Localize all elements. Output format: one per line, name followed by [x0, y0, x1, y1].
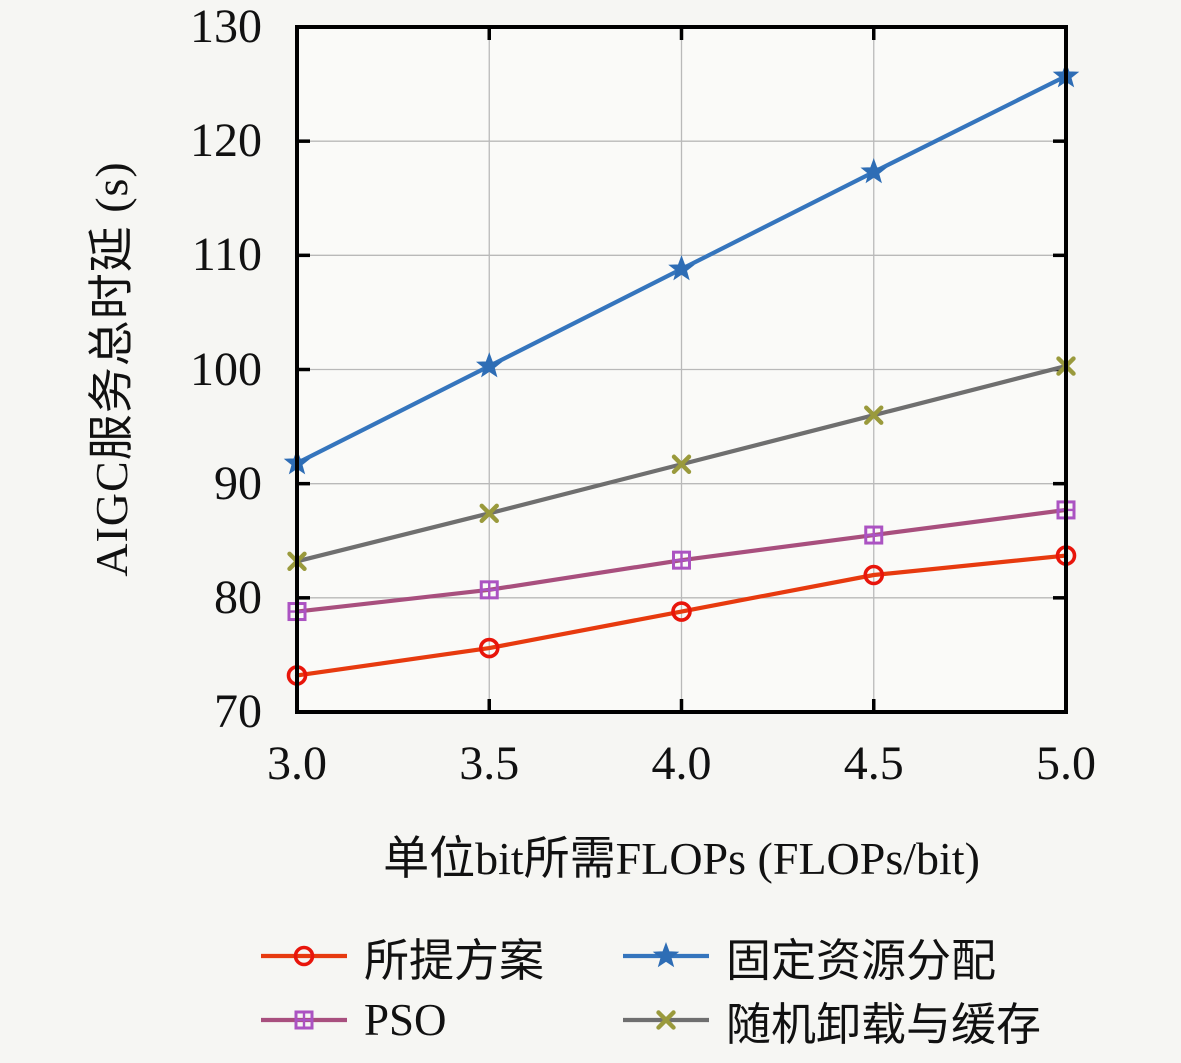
y-tick-label: 80	[214, 570, 262, 624]
x-cross-marker-icon	[479, 503, 499, 524]
legend-sample-x-cross	[623, 1010, 709, 1030]
x-cross-marker-icon	[671, 454, 692, 474]
circle-marker-icon	[478, 637, 500, 659]
y-tick-label: 100	[190, 342, 262, 396]
legend-label: 随机卸载与缓存	[726, 999, 1042, 1050]
legend: 所提方案 固定资源分配 PSO 随机卸载与缓存	[258, 924, 1041, 1052]
series-line-0	[294, 553, 1069, 678]
legend-sample-star	[623, 942, 709, 968]
y-tick-label: 130	[190, 0, 262, 53]
star-marker-icon	[860, 158, 888, 184]
legend-sample-circle	[261, 945, 347, 967]
circle-marker-icon	[671, 601, 692, 622]
legend-item-3: 随机卸载与缓存	[620, 988, 1041, 1053]
y-tick-label: 120	[190, 114, 262, 168]
star-marker-icon	[652, 942, 680, 968]
legend-label: 所提方案	[364, 935, 545, 986]
x-tick-label: 4.0	[651, 737, 712, 790]
legend-label: PSO	[364, 995, 447, 1045]
legend-label: 固定资源分配	[726, 935, 997, 986]
circle-marker-icon	[863, 564, 885, 586]
legend-item-2: 固定资源分配	[620, 924, 1041, 989]
legend-item-1: PSO	[258, 994, 620, 1046]
plot-border	[295, 25, 1068, 714]
x-cross-marker-icon	[864, 405, 884, 425]
y-tick-label: 110	[191, 228, 262, 282]
y-tick-label: 90	[214, 456, 262, 510]
circle-marker-icon	[293, 945, 315, 967]
x-tick-label: 3.0	[267, 737, 327, 790]
star-marker-icon	[475, 352, 503, 378]
y-tick-label: 70	[214, 685, 262, 738]
star-marker-icon	[668, 255, 695, 281]
legend-item-0: 所提方案	[258, 924, 620, 989]
x-axis-title: 单位bit所需FLOPs (FLOPs/bit)	[383, 833, 980, 884]
x-tick-label: 3.5	[459, 737, 520, 790]
x-cross-marker-icon	[656, 1010, 676, 1030]
legend-sample-square-plus	[261, 1010, 347, 1030]
x-tick-label: 4.5	[843, 737, 904, 790]
x-tick-label: 5.0	[1036, 737, 1096, 790]
